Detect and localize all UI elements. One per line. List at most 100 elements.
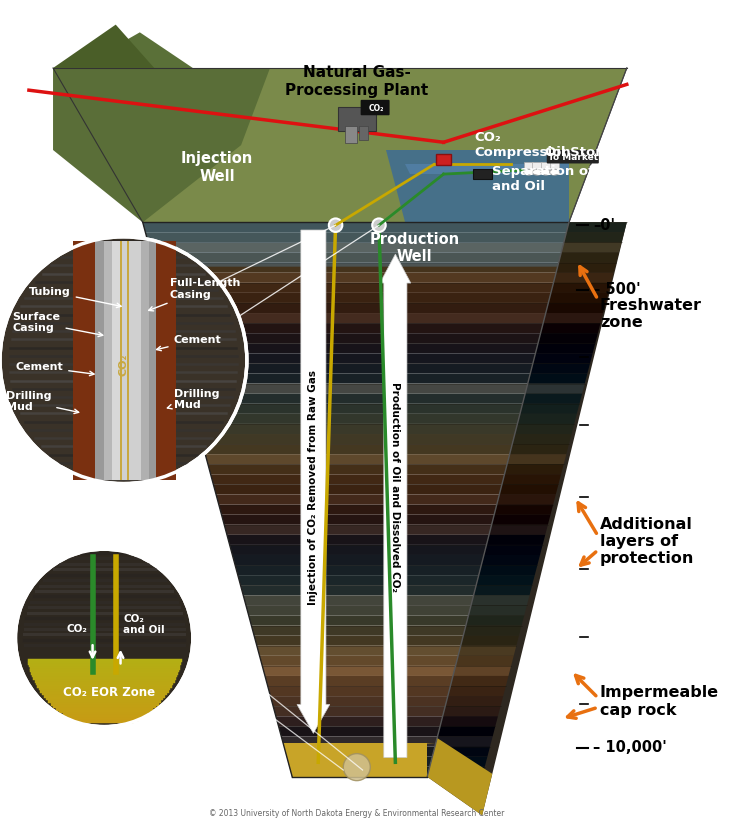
Polygon shape — [554, 273, 613, 283]
Circle shape — [0, 237, 247, 483]
Polygon shape — [451, 676, 508, 686]
Polygon shape — [474, 586, 532, 596]
Polygon shape — [151, 253, 561, 263]
Polygon shape — [156, 273, 556, 283]
Polygon shape — [545, 303, 606, 313]
Polygon shape — [505, 464, 564, 474]
Polygon shape — [512, 434, 571, 444]
Polygon shape — [143, 222, 569, 232]
Polygon shape — [541, 323, 600, 333]
Polygon shape — [53, 68, 627, 222]
Polygon shape — [178, 353, 536, 363]
Polygon shape — [440, 717, 498, 727]
Polygon shape — [276, 717, 443, 727]
Polygon shape — [181, 363, 533, 373]
Polygon shape — [463, 626, 522, 636]
Polygon shape — [246, 606, 471, 616]
Text: Impermeable
cap rock: Impermeable cap rock — [600, 685, 719, 717]
Polygon shape — [453, 666, 511, 676]
Polygon shape — [159, 283, 554, 293]
Text: Injection of CO₂ Removed from Raw Gas: Injection of CO₂ Removed from Raw Gas — [309, 370, 318, 605]
Polygon shape — [538, 333, 598, 343]
Polygon shape — [208, 464, 507, 474]
Polygon shape — [445, 696, 503, 706]
Polygon shape — [533, 353, 593, 363]
Polygon shape — [289, 767, 430, 777]
Polygon shape — [270, 696, 448, 706]
Bar — [104, 241, 112, 480]
Polygon shape — [175, 343, 538, 353]
FancyArrow shape — [297, 230, 330, 733]
Polygon shape — [192, 404, 522, 414]
Polygon shape — [254, 636, 463, 646]
Polygon shape — [164, 303, 548, 313]
Ellipse shape — [524, 169, 534, 175]
Ellipse shape — [541, 169, 551, 175]
Polygon shape — [172, 333, 541, 343]
Polygon shape — [468, 606, 527, 616]
Polygon shape — [461, 636, 519, 646]
Polygon shape — [262, 666, 456, 676]
Polygon shape — [471, 596, 530, 606]
Polygon shape — [265, 676, 453, 686]
Text: CO₂
Compression: CO₂ Compression — [474, 131, 571, 159]
Text: Injection
Well: Injection Well — [181, 151, 253, 184]
Bar — [141, 241, 149, 480]
Polygon shape — [476, 576, 535, 586]
Polygon shape — [502, 474, 561, 484]
Polygon shape — [211, 474, 505, 484]
Polygon shape — [162, 293, 551, 303]
Polygon shape — [167, 313, 545, 323]
Bar — [337, 107, 376, 131]
Polygon shape — [386, 150, 569, 222]
Ellipse shape — [550, 169, 559, 175]
Bar — [346, 126, 357, 143]
Polygon shape — [448, 686, 506, 696]
Polygon shape — [189, 393, 525, 404]
Polygon shape — [154, 263, 559, 273]
Polygon shape — [284, 747, 435, 757]
Polygon shape — [494, 504, 554, 514]
Bar — [130, 241, 141, 480]
Text: Oil Storage: Oil Storage — [545, 146, 629, 159]
Circle shape — [372, 218, 386, 232]
Polygon shape — [497, 494, 556, 504]
Polygon shape — [197, 424, 517, 434]
Polygon shape — [528, 373, 588, 383]
Bar — [121, 241, 127, 480]
Polygon shape — [200, 434, 515, 444]
Text: Additional
layers of
protection: Additional layers of protection — [600, 517, 694, 566]
Polygon shape — [243, 596, 474, 606]
Text: Cement: Cement — [157, 335, 221, 351]
Polygon shape — [170, 323, 543, 333]
Polygon shape — [561, 242, 622, 253]
Polygon shape — [232, 555, 484, 565]
Polygon shape — [536, 343, 595, 353]
Polygon shape — [435, 737, 493, 747]
Polygon shape — [432, 747, 490, 757]
Text: Drilling
Mud: Drilling Mud — [6, 391, 78, 414]
Polygon shape — [430, 757, 488, 767]
Polygon shape — [216, 494, 500, 504]
Polygon shape — [195, 414, 520, 424]
Polygon shape — [292, 743, 427, 777]
Polygon shape — [213, 484, 502, 494]
Polygon shape — [484, 545, 542, 555]
Polygon shape — [53, 24, 154, 68]
Polygon shape — [489, 524, 548, 534]
Text: Surface
Casing: Surface Casing — [13, 311, 103, 336]
Polygon shape — [531, 363, 590, 373]
Polygon shape — [257, 646, 461, 656]
Polygon shape — [77, 33, 193, 68]
Polygon shape — [235, 565, 481, 576]
Bar — [436, 154, 451, 165]
Polygon shape — [281, 737, 437, 747]
Polygon shape — [564, 232, 624, 242]
Polygon shape — [559, 253, 619, 263]
Polygon shape — [525, 383, 585, 393]
Bar — [541, 162, 551, 169]
Text: – 10,000': – 10,000' — [593, 740, 667, 755]
Text: Production of Oil and Dissolved CO₂: Production of Oil and Dissolved CO₂ — [391, 383, 400, 592]
Polygon shape — [517, 414, 576, 424]
Text: Drilling
Mud: Drilling Mud — [167, 388, 219, 410]
